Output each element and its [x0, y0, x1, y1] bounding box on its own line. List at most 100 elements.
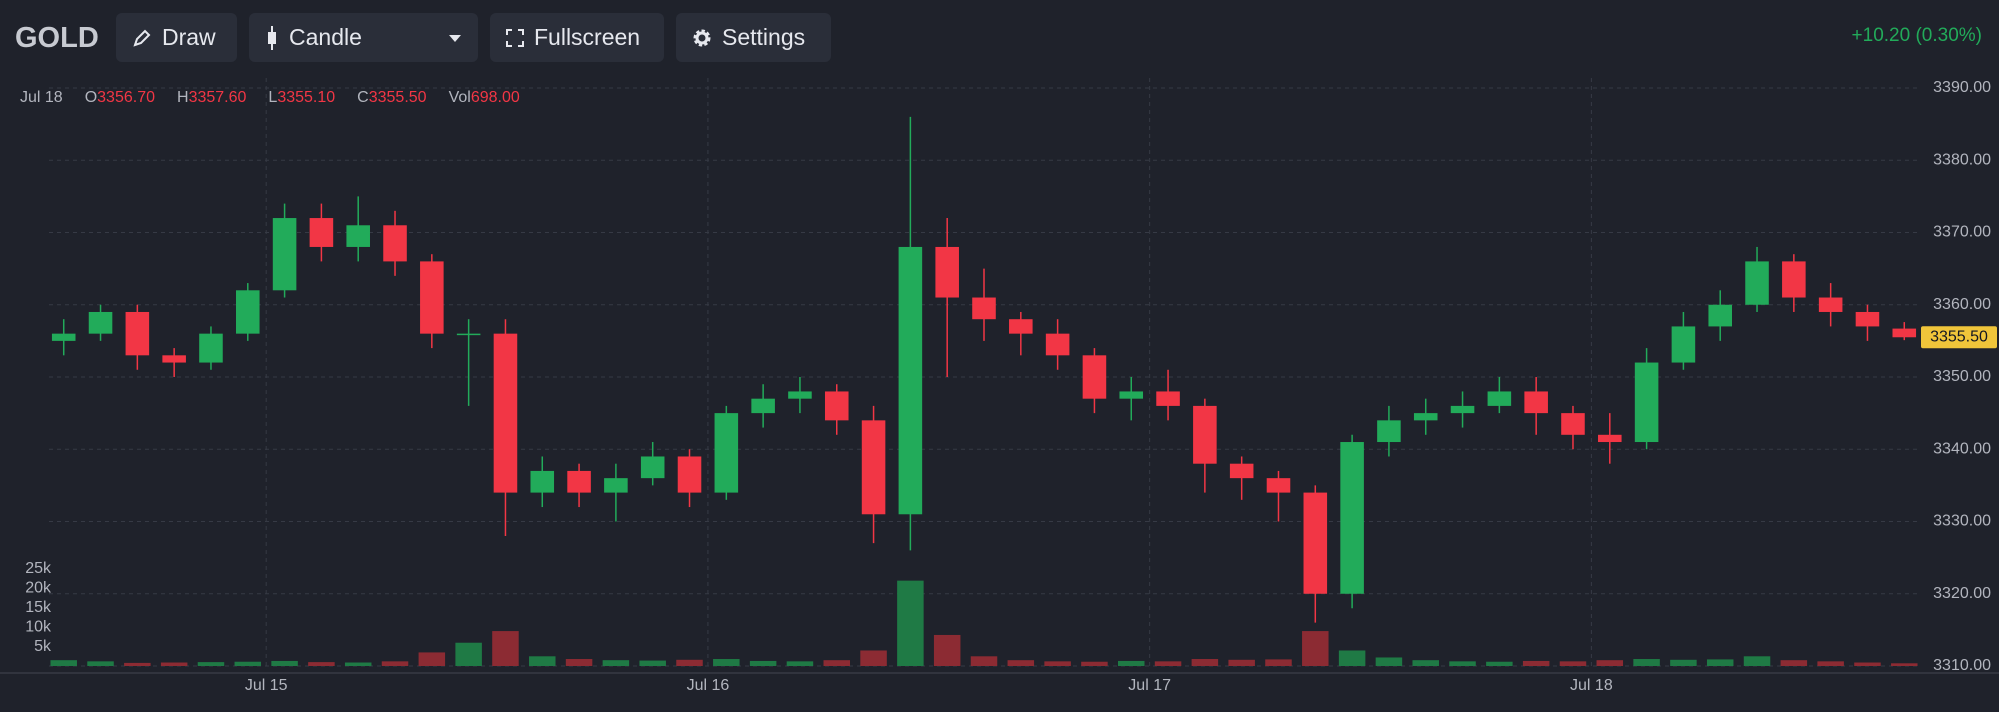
y-tick-label: 3360.00 — [1933, 296, 1991, 313]
candle-body — [1782, 261, 1806, 298]
volume-bar — [676, 659, 703, 666]
volume-bar — [1302, 631, 1329, 666]
candle-body — [1119, 391, 1144, 399]
candle-body — [1892, 328, 1917, 338]
legend-value: 3355.10 — [277, 89, 336, 106]
y-tick-label: 3350.00 — [1933, 368, 1991, 385]
legend-value: 3356.70 — [97, 89, 155, 106]
volume-tick-label: 5k — [34, 638, 52, 655]
volume-bar — [1670, 659, 1697, 666]
legend-label: C — [357, 89, 369, 106]
candle-body — [1855, 311, 1880, 327]
candle-body — [861, 420, 886, 515]
draw-button[interactable]: Draw — [116, 13, 237, 62]
volume-bar — [786, 661, 814, 666]
candle-body — [1082, 355, 1107, 399]
candle-body — [346, 225, 370, 247]
candle-body — [1487, 391, 1512, 406]
candle-body — [162, 355, 186, 363]
candle-body — [309, 218, 334, 247]
volume-bar — [565, 659, 593, 666]
volume-bar — [1854, 662, 1881, 666]
volume-bar — [933, 634, 961, 666]
volume-bar — [234, 661, 262, 666]
candle-button[interactable]: Candle — [249, 13, 478, 62]
y-tick-label: 3330.00 — [1933, 513, 1991, 530]
volume-bar — [1154, 661, 1182, 666]
candle-body — [1045, 333, 1070, 356]
candle-body — [236, 290, 260, 334]
y-tick-label: 3320.00 — [1933, 585, 1991, 602]
volume-tick-label: 10k — [25, 618, 52, 635]
volume-bar — [160, 662, 188, 666]
candle-body — [824, 391, 849, 421]
y-tick-label: 3340.00 — [1933, 440, 1991, 457]
volume-bar — [1817, 661, 1844, 666]
candle-body — [677, 456, 702, 493]
candle-body — [1229, 463, 1254, 479]
candle-body — [1413, 413, 1438, 421]
candle-body — [1193, 405, 1217, 464]
volume-bar — [1780, 660, 1808, 666]
legend-item: H3357.60 — [177, 89, 246, 107]
candle-body — [604, 478, 628, 493]
volume-bar — [860, 650, 887, 666]
volume-bar — [897, 580, 924, 666]
candle-body — [1634, 362, 1659, 443]
volume-bar — [713, 659, 740, 666]
candle-body — [1708, 304, 1732, 327]
volume-bar — [823, 660, 851, 666]
y-tick-label: 3370.00 — [1933, 224, 1991, 241]
candle-body — [420, 261, 444, 334]
candle-body — [972, 297, 996, 320]
volume-bar — [1412, 660, 1439, 666]
fullscreen-button[interactable]: Fullscreen — [490, 13, 664, 62]
volume-bar — [1228, 659, 1255, 666]
legend-label: O — [84, 89, 98, 106]
candle-body — [493, 333, 518, 493]
legend-label: H — [177, 89, 189, 106]
volume-bar — [418, 652, 446, 666]
candle-body — [1377, 420, 1401, 443]
candle-body — [530, 470, 555, 493]
volume-bar — [1338, 650, 1366, 666]
price-tag — [1921, 326, 1997, 349]
volume-bar — [1706, 659, 1734, 666]
x-tick-label: Jul 17 — [1128, 677, 1171, 694]
candle-icon — [268, 25, 276, 50]
volume-bar — [1596, 660, 1624, 666]
volume-bar — [1633, 659, 1660, 666]
button-label: Candle — [289, 24, 362, 50]
volume-bar — [50, 660, 77, 666]
ohlc-legend: Jul 18 O3356.70 H3357.60 L3355.10 C3355.50 V… — [20, 89, 520, 107]
volume-bar — [1117, 660, 1145, 666]
volume-bar — [381, 661, 409, 666]
candle-body — [1009, 319, 1033, 334]
settings-button[interactable]: Settings — [676, 13, 831, 62]
volume-bar — [1559, 661, 1587, 666]
volume-bar — [749, 660, 777, 666]
candle-body — [272, 218, 297, 291]
volume-bar — [1891, 663, 1918, 666]
volume-bar — [87, 661, 114, 666]
legend-item: O3356.70 — [85, 89, 155, 107]
y-tick-label: 3380.00 — [1933, 151, 1991, 168]
candle-body — [567, 470, 591, 493]
legend-label: L — [268, 89, 278, 106]
volume-bar — [1007, 660, 1035, 666]
candle-body — [88, 311, 113, 334]
volume-bar — [1375, 657, 1403, 666]
y-tick-label: 3390.00 — [1933, 79, 1991, 96]
volume-tick-label: 25k — [25, 560, 52, 577]
candle-body — [751, 398, 775, 414]
volume-bar — [308, 662, 335, 666]
candle-body — [935, 246, 959, 298]
price-tag-label: 3355.50 — [1930, 328, 1988, 345]
candle-body — [1340, 442, 1364, 594]
button-label: Draw — [162, 24, 216, 50]
candle-body — [199, 333, 223, 363]
candle-body — [1818, 297, 1843, 312]
button-label: Settings — [722, 24, 806, 50]
x-tick-label: Jul 18 — [1570, 677, 1613, 694]
volume-bar — [602, 660, 630, 666]
